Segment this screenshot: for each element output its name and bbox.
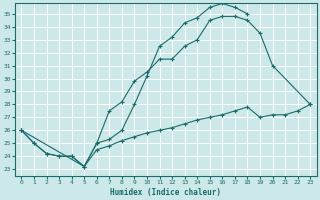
X-axis label: Humidex (Indice chaleur): Humidex (Indice chaleur) — [110, 188, 221, 197]
